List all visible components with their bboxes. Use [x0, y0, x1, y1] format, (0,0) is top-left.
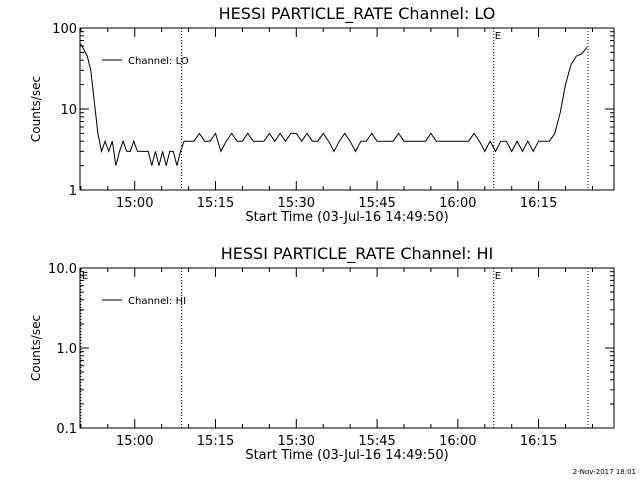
chart-title: HESSI PARTICLE_RATE Channel: LO [219, 4, 496, 24]
x-tick-label: 16:00 [439, 434, 476, 449]
legend: Channel: HI [102, 296, 186, 307]
x-tick-label: 15:45 [358, 196, 395, 211]
chart-panel-1: HESSI PARTICLE_RATE Channel: LO Counts/se… [29, 4, 615, 225]
legend: Channel: LO [102, 56, 189, 67]
y-tick-label: 0.1 [56, 422, 77, 437]
y-axis-label: Counts/sec [29, 315, 43, 381]
y-axis-label: Counts/sec [29, 76, 43, 142]
event-marker-label: E [495, 31, 501, 42]
y-tick-label: 10.0 [48, 262, 77, 277]
x-axis-label: Start Time (03-Jul-16 14:49:50) [245, 210, 448, 225]
y-tick-label: 1.0 [56, 342, 77, 357]
event-marker-label: E [82, 271, 88, 282]
chart-title: HESSI PARTICLE_RATE Channel: HI [221, 244, 494, 264]
x-axis-label: Start Time (03-Jul-16 14:49:50) [245, 448, 448, 463]
y-tick-label: 100 [52, 22, 77, 37]
x-tick-label: 15:00 [116, 196, 153, 211]
chart-panel-2: HESSI PARTICLE_RATE Channel: HI Counts/se… [29, 244, 615, 463]
legend-entry: Channel: HI [128, 296, 186, 307]
x-tick-label: 16:15 [520, 196, 557, 211]
x-tick-label: 15:15 [197, 196, 234, 211]
x-tick-label: 15:30 [278, 434, 315, 449]
y-tick-label: 10 [60, 103, 77, 118]
x-tick-label: 15:00 [116, 434, 153, 449]
legend-entry: Channel: LO [128, 56, 189, 67]
x-tick-label: 15:45 [358, 434, 395, 449]
x-tick-label: 16:00 [439, 196, 476, 211]
plot-frame [79, 267, 615, 429]
y-tick-label: 1 [69, 184, 77, 199]
x-tick-label: 15:30 [278, 196, 315, 211]
footer-timestamp: 2-Nov-2017 18:01 [573, 468, 636, 476]
x-tick-label: 15:15 [197, 434, 234, 449]
series-line-1 [79, 42, 588, 166]
x-tick-label: 16:15 [520, 434, 557, 449]
plot-frame [79, 27, 615, 191]
event-marker-label: E [495, 271, 501, 282]
